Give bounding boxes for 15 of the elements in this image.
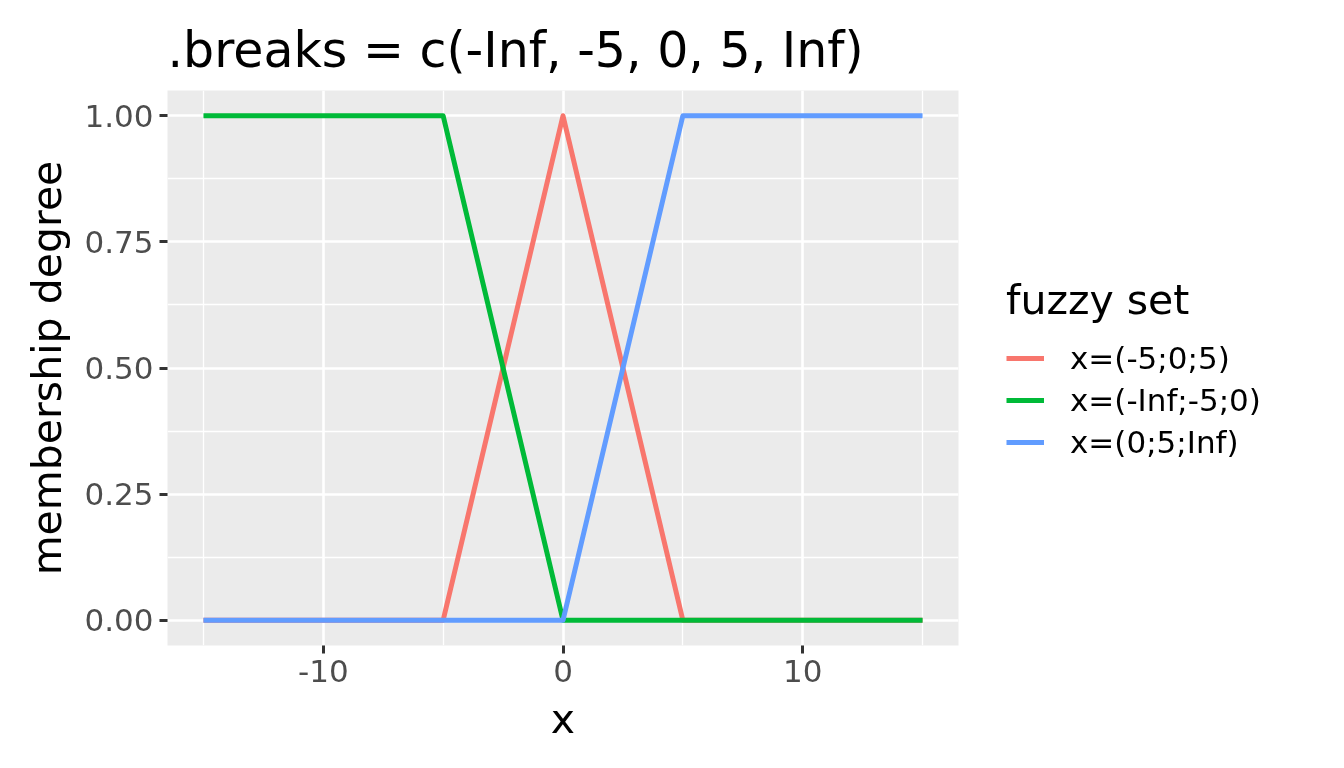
chart-title: .breaks = c(-Inf, -5, 0, 5, Inf): [167, 21, 864, 79]
legend-label: x=(-Inf;-5;0): [1070, 381, 1261, 418]
y-tick-label: 0.25: [84, 476, 154, 513]
x-axis-title: x: [550, 694, 576, 743]
x-tick-label: 0: [553, 652, 573, 689]
x-tick-label: 10: [782, 652, 823, 689]
legend-label: x=(0;5;Inf): [1070, 423, 1239, 460]
y-axis-title: membership degree: [23, 160, 72, 576]
legend-title: fuzzy set: [1006, 275, 1191, 324]
y-tick-label: 0.00: [84, 602, 154, 639]
legend-label: x=(-5;0;5): [1070, 339, 1230, 376]
y-tick-label: 1.00: [84, 97, 154, 134]
y-tick-label: 0.75: [84, 223, 154, 260]
x-tick-label: -10: [297, 652, 349, 689]
y-tick-label: 0.50: [84, 350, 154, 386]
